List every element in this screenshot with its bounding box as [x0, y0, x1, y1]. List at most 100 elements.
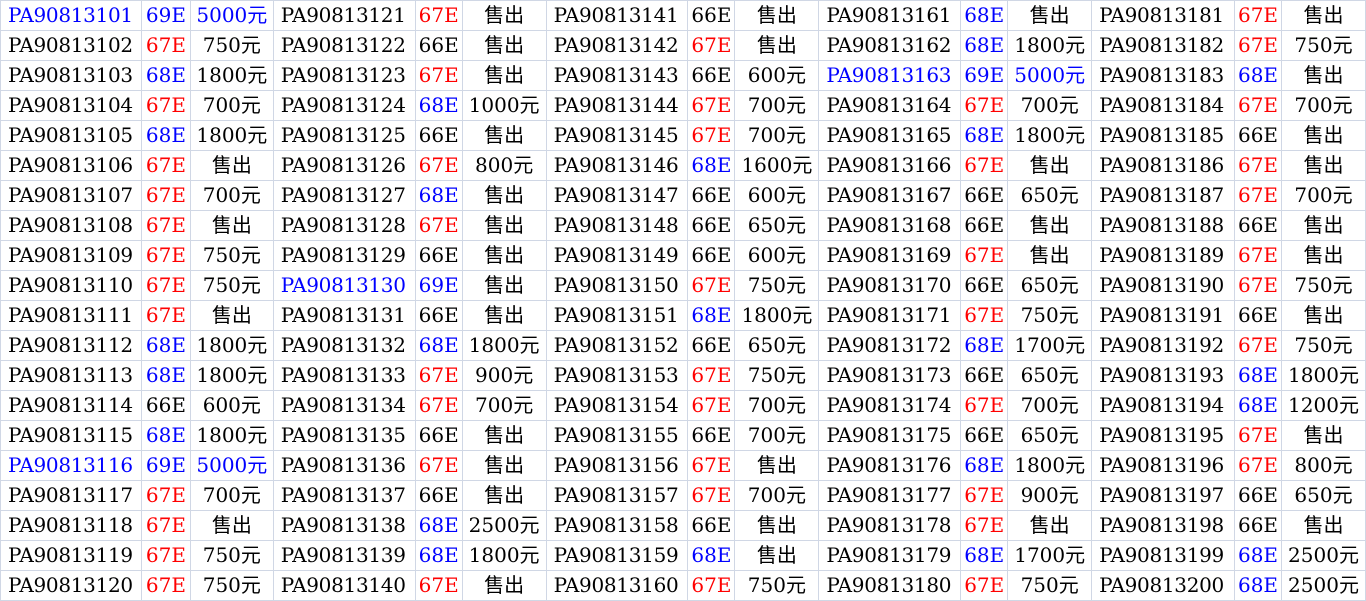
grade-cell[interactable]: 67E — [960, 300, 1009, 331]
grade-cell[interactable]: 66E — [960, 360, 1009, 391]
grade-cell[interactable]: 66E — [414, 30, 463, 61]
price-cell[interactable]: 售出 — [461, 300, 547, 331]
item-id-cell[interactable]: PA90813184 — [1091, 90, 1236, 121]
price-cell[interactable]: 5000元 — [1007, 60, 1093, 91]
grade-cell[interactable]: 68E — [140, 420, 191, 451]
price-cell[interactable]: 2500元 — [461, 510, 547, 541]
price-cell[interactable]: 售出 — [461, 450, 547, 481]
grade-cell[interactable]: 68E — [1234, 60, 1282, 91]
item-id-cell[interactable]: PA90813190 — [1091, 270, 1236, 301]
item-id-cell[interactable]: PA90813124 — [272, 90, 416, 121]
item-id-cell[interactable]: PA90813135 — [272, 420, 416, 451]
grade-cell[interactable]: 68E — [960, 330, 1009, 361]
grade-cell[interactable]: 66E — [960, 420, 1009, 451]
price-cell[interactable]: 750元 — [189, 540, 274, 571]
item-id-cell[interactable]: PA90813108 — [0, 210, 142, 241]
grade-cell[interactable]: 68E — [1234, 360, 1282, 391]
item-id-cell[interactable]: PA90813122 — [272, 30, 416, 61]
grade-cell[interactable]: 69E — [960, 60, 1009, 91]
grade-cell[interactable]: 67E — [960, 480, 1009, 511]
item-id-cell[interactable]: PA90813126 — [272, 150, 416, 181]
item-id-cell[interactable]: PA90813158 — [545, 510, 689, 541]
item-id-cell[interactable]: PA90813109 — [0, 240, 142, 271]
item-id-cell[interactable]: PA90813119 — [0, 540, 142, 571]
price-cell[interactable]: 700元 — [734, 480, 820, 511]
grade-cell[interactable]: 69E — [140, 0, 191, 31]
item-id-cell[interactable]: PA90813197 — [1091, 480, 1236, 511]
item-id-cell[interactable]: PA90813156 — [545, 450, 689, 481]
price-cell[interactable]: 售出 — [461, 0, 547, 31]
item-id-cell[interactable]: PA90813104 — [0, 90, 142, 121]
price-cell[interactable]: 750元 — [734, 270, 820, 301]
price-cell[interactable]: 900元 — [461, 360, 547, 391]
price-cell[interactable]: 售出 — [1281, 120, 1366, 151]
grade-cell[interactable]: 67E — [140, 480, 191, 511]
grade-cell[interactable]: 68E — [960, 0, 1009, 31]
grade-cell[interactable]: 67E — [687, 450, 736, 481]
item-id-cell[interactable]: PA90813170 — [818, 270, 962, 301]
price-cell[interactable]: 700元 — [189, 180, 274, 211]
price-cell[interactable]: 1800元 — [1281, 360, 1366, 391]
item-id-cell[interactable]: PA90813164 — [818, 90, 962, 121]
grade-cell[interactable]: 68E — [960, 540, 1009, 571]
item-id-cell[interactable]: PA90813173 — [818, 360, 962, 391]
grade-cell[interactable]: 68E — [960, 450, 1009, 481]
grade-cell[interactable]: 69E — [414, 270, 463, 301]
grade-cell[interactable]: 66E — [687, 240, 736, 271]
item-id-cell[interactable]: PA90813189 — [1091, 240, 1236, 271]
item-id-cell[interactable]: PA90813132 — [272, 330, 416, 361]
item-id-cell[interactable]: PA90813103 — [0, 60, 142, 91]
item-id-cell[interactable]: PA90813165 — [818, 120, 962, 151]
price-cell[interactable]: 900元 — [1007, 480, 1093, 511]
grade-cell[interactable]: 68E — [414, 90, 463, 121]
item-id-cell[interactable]: PA90813138 — [272, 510, 416, 541]
item-id-cell[interactable]: PA90813147 — [545, 180, 689, 211]
item-id-cell[interactable]: PA90813130 — [272, 270, 416, 301]
price-cell[interactable]: 750元 — [189, 240, 274, 271]
item-id-cell[interactable]: PA90813175 — [818, 420, 962, 451]
item-id-cell[interactable]: PA90813139 — [272, 540, 416, 571]
item-id-cell[interactable]: PA90813171 — [818, 300, 962, 331]
grade-cell[interactable]: 67E — [960, 90, 1009, 121]
item-id-cell[interactable]: PA90813151 — [545, 300, 689, 331]
item-id-cell[interactable]: PA90813107 — [0, 180, 142, 211]
item-id-cell[interactable]: PA90813148 — [545, 210, 689, 241]
item-id-cell[interactable]: PA90813131 — [272, 300, 416, 331]
grade-cell[interactable]: 67E — [1234, 330, 1282, 361]
price-cell[interactable]: 售出 — [1007, 0, 1093, 31]
grade-cell[interactable]: 67E — [140, 210, 191, 241]
item-id-cell[interactable]: PA90813194 — [1091, 390, 1236, 421]
price-cell[interactable]: 售出 — [1281, 300, 1366, 331]
grade-cell[interactable]: 67E — [1234, 450, 1282, 481]
item-id-cell[interactable]: PA90813176 — [818, 450, 962, 481]
grade-cell[interactable]: 67E — [1234, 90, 1282, 121]
grade-cell[interactable]: 67E — [140, 180, 191, 211]
item-id-cell[interactable]: PA90813125 — [272, 120, 416, 151]
price-cell[interactable]: 售出 — [1281, 420, 1366, 451]
grade-cell[interactable]: 68E — [414, 540, 463, 571]
item-id-cell[interactable]: PA90813183 — [1091, 60, 1236, 91]
price-cell[interactable]: 750元 — [189, 570, 274, 601]
price-cell[interactable]: 1800元 — [461, 540, 547, 571]
item-id-cell[interactable]: PA90813137 — [272, 480, 416, 511]
grade-cell[interactable]: 66E — [960, 210, 1009, 241]
price-cell[interactable]: 1800元 — [189, 120, 274, 151]
grade-cell[interactable]: 66E — [414, 480, 463, 511]
price-cell[interactable]: 售出 — [189, 510, 274, 541]
price-cell[interactable]: 750元 — [189, 30, 274, 61]
price-cell[interactable]: 售出 — [189, 300, 274, 331]
item-id-cell[interactable]: PA90813154 — [545, 390, 689, 421]
item-id-cell[interactable]: PA90813191 — [1091, 300, 1236, 331]
price-cell[interactable]: 售出 — [461, 570, 547, 601]
item-id-cell[interactable]: PA90813115 — [0, 420, 142, 451]
grade-cell[interactable]: 66E — [687, 330, 736, 361]
grade-cell[interactable]: 68E — [960, 120, 1009, 151]
grade-cell[interactable]: 66E — [687, 510, 736, 541]
grade-cell[interactable]: 68E — [414, 330, 463, 361]
price-cell[interactable]: 700元 — [461, 390, 547, 421]
price-cell[interactable]: 售出 — [1281, 60, 1366, 91]
item-id-cell[interactable]: PA90813150 — [545, 270, 689, 301]
price-cell[interactable]: 售出 — [461, 240, 547, 271]
item-id-cell[interactable]: PA90813113 — [0, 360, 142, 391]
grade-cell[interactable]: 67E — [140, 570, 191, 601]
